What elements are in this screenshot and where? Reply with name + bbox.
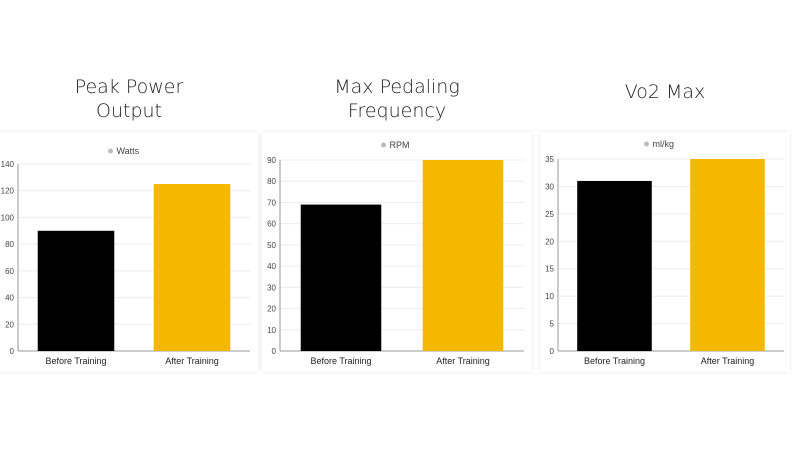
y-tick-label: 30: [545, 182, 554, 191]
legend-marker: [381, 142, 386, 148]
bar: [153, 184, 231, 351]
y-tick-label: 0: [10, 347, 15, 356]
y-tick-label: 25: [545, 210, 554, 219]
y-tick-label: 35: [545, 155, 554, 164]
y-tick-label: 70: [267, 198, 276, 207]
x-tick-label: After Training: [436, 356, 490, 366]
y-tick-label: 90: [267, 156, 276, 165]
chart-panel-peak-power: Peak Power Output 0 20 40 60 80 100 120 140 Befo…: [0, 0, 258, 450]
bar: [422, 160, 504, 351]
bar: [300, 204, 382, 351]
y-tick-label: 80: [5, 240, 14, 249]
y-tick-label: 120: [1, 187, 15, 196]
chart-title: Vo2 Max: [624, 81, 706, 103]
y-tick-label: 10: [267, 326, 276, 335]
bar: [577, 180, 652, 351]
chart-box: 0 20 40 60 80 100 120 140 Before Training After T…: [0, 132, 258, 372]
y-tick-label: 0: [272, 347, 277, 356]
chart-box: 0 5 10 15 20 25 30 35 Before Training After Train…: [540, 132, 790, 372]
y-tick-label: 40: [5, 294, 14, 303]
chart-title: Peak Power Output: [74, 76, 184, 122]
legend-label: ml/kg: [653, 139, 675, 149]
x-tick-label: Before Training: [310, 356, 371, 366]
y-tick-label: 40: [267, 262, 276, 271]
chart-box: 0 10 20 30 40 50 60 70 80 90 Before Training After …: [262, 132, 532, 372]
x-tick-label: After Training: [165, 356, 219, 366]
legend: RPM: [381, 140, 410, 150]
y-tick-label: 20: [267, 305, 276, 314]
y-tick-label: 50: [267, 241, 276, 250]
y-tick-label: 60: [267, 220, 276, 229]
chart-panel-max-pedaling: Max Pedaling Frequency 0 10 20 30 40 50 60 70 80…: [262, 0, 532, 450]
legend: Watts: [108, 146, 140, 156]
x-tick-label: After Training: [701, 356, 755, 366]
y-tick-label: 30: [267, 283, 276, 292]
legend: ml/kg: [644, 139, 674, 149]
chart-panel-vo2-max: Vo2 Max 0 5 10 15 20 25 30 35 Before Training Aft…: [540, 0, 790, 450]
y-tick-label: 10: [545, 292, 554, 301]
y-tick-label: 20: [5, 320, 14, 329]
x-tick-label: Before Training: [584, 356, 645, 366]
bar: [37, 230, 115, 351]
bar-chart-max-pedaling: 0 10 20 30 40 50 60 70 80 90 Before Training After …: [267, 140, 524, 366]
y-tick-label: 0: [550, 347, 555, 356]
legend-label: Watts: [117, 146, 140, 156]
y-tick-label: 100: [1, 213, 15, 222]
legend-label: RPM: [390, 140, 410, 150]
chart-title: Max Pedaling Frequency: [334, 76, 460, 122]
y-tick-label: 80: [267, 177, 276, 186]
bar-chart-peak-power: 0 20 40 60 80 100 120 140 Before Training After T…: [1, 146, 250, 366]
y-tick-label: 20: [545, 237, 554, 246]
y-tick-label: 60: [5, 267, 14, 276]
y-tick-label: 5: [550, 320, 555, 329]
x-tick-label: Before Training: [45, 356, 106, 366]
bar-chart-vo2-max: 0 5 10 15 20 25 30 35 Before Training After Train…: [545, 139, 784, 366]
legend-marker: [108, 148, 113, 154]
bar: [690, 159, 765, 351]
y-tick-label: 15: [545, 265, 554, 274]
legend-marker: [644, 141, 649, 147]
y-tick-label: 140: [1, 160, 15, 169]
